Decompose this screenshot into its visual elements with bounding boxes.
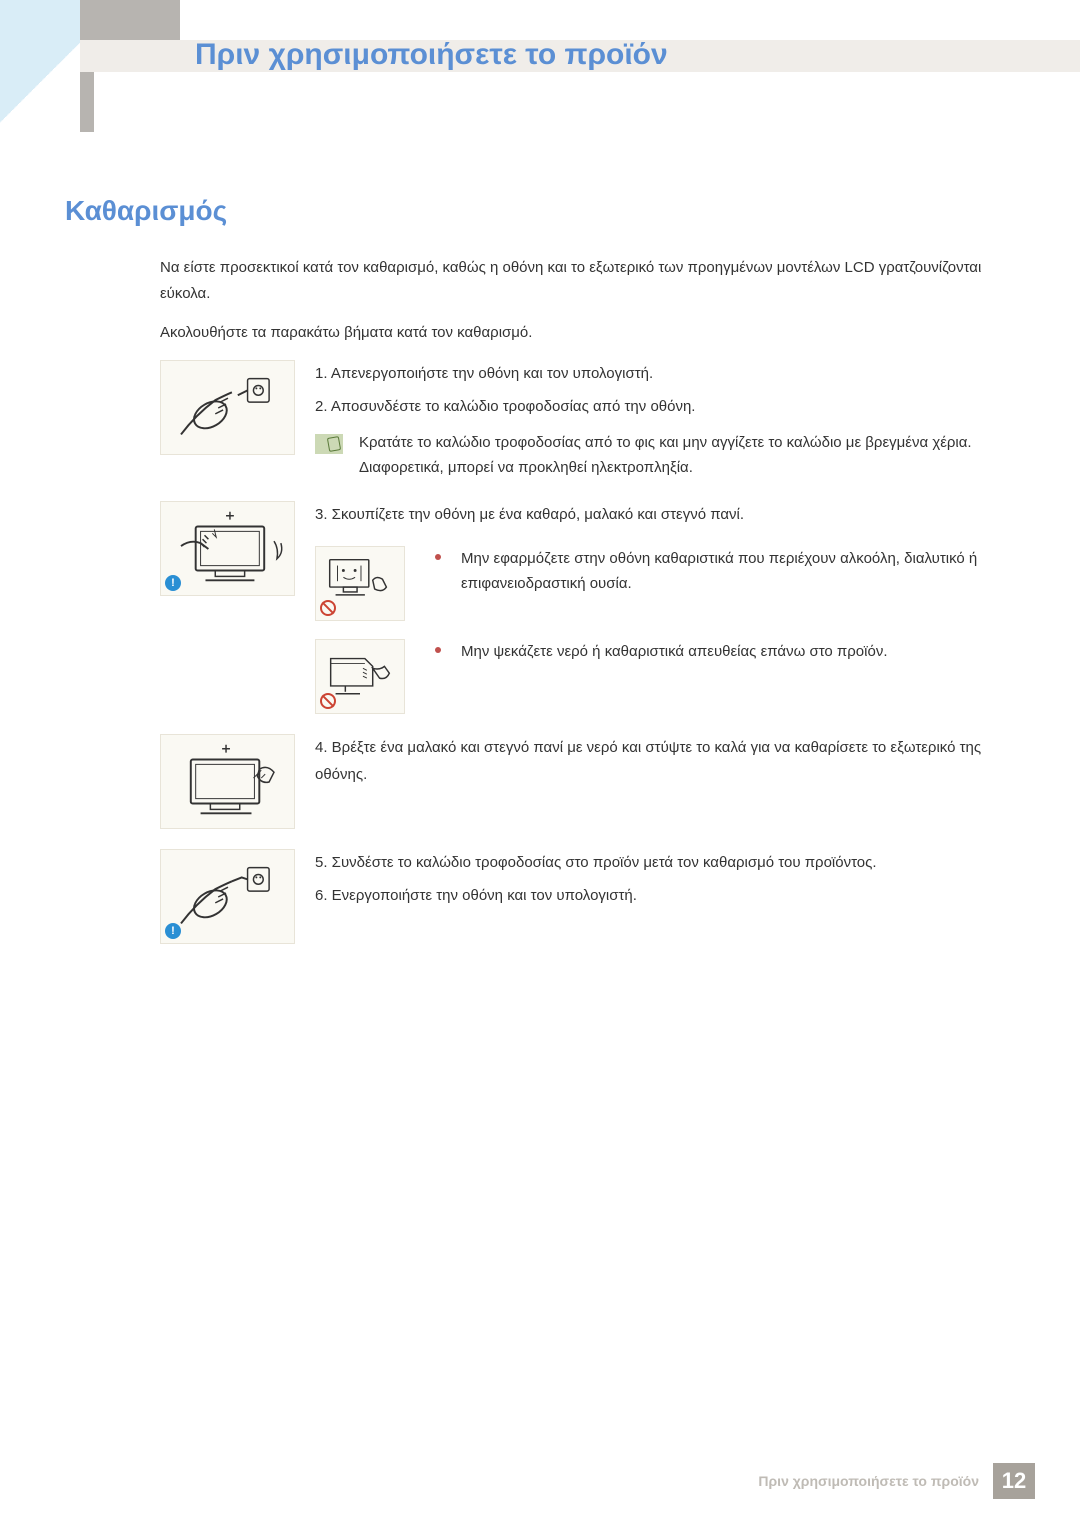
chapter-title: Πριν χρησιμοποιήσετε το προϊόν (195, 38, 668, 72)
note-text: Κρατάτε το καλώδιο τροφοδοσίας από το φι… (359, 430, 995, 481)
step-4-body: 4. Βρέξτε ένα μαλακό και στεγνό πανί με … (315, 734, 995, 829)
section-title: Καθαρισμός (65, 195, 227, 227)
illus-wipe (160, 501, 295, 596)
side-stripe (80, 72, 94, 132)
step-2-note: Κρατάτε το καλώδιο τροφοδοσίας από το φι… (315, 430, 995, 481)
illus-no-chem (315, 546, 405, 621)
illus-unplug (160, 360, 295, 455)
note-icon (315, 434, 343, 454)
bullet-icon (435, 554, 441, 560)
step-4-text: 4. Βρέξτε ένα μαλακό και στεγνό πανί με … (315, 734, 995, 788)
bullet-icon (435, 647, 441, 653)
header-tab (80, 0, 180, 40)
step-1-2: 1. Απενεργοποιήστε την οθόνη και τον υπο… (160, 360, 995, 481)
warn-3b-text: Μην ψεκάζετε νερό ή καθαριστικά απευθεία… (461, 639, 995, 665)
footer-page: 12 (1002, 1468, 1026, 1494)
step-6-text: 6. Ενεργοποιήστε την οθόνη και τον υπολο… (315, 882, 995, 909)
content: Να είστε προσεκτικοί κατά τον καθαρισμό,… (160, 255, 995, 964)
step-3-warn-a: Μην εφαρμόζετε στην οθόνη καθαριστικά πο… (315, 546, 995, 621)
step-3-warn-b: Μην ψεκάζετε νερό ή καθαριστικά απευθεία… (315, 639, 995, 714)
intro-p2: Ακολουθήστε τα παρακάτω βήματα κατά τον … (160, 320, 995, 346)
step-3-text: 3. Σκουπίζετε την οθόνη με ένα καθαρό, μ… (315, 501, 995, 528)
intro-p1: Να είστε προσεκτικοί κατά τον καθαρισμό,… (160, 255, 995, 306)
step-2-text: 2. Αποσυνδέστε το καλώδιο τροφοδοσίας απ… (315, 393, 995, 420)
footer: Πριν χρησιμοποιήσετε το προϊόν 12 (758, 1463, 1035, 1499)
step-1-2-body: 1. Απενεργοποιήστε την οθόνη και τον υπο… (315, 360, 995, 481)
illus-no-spray (315, 639, 405, 714)
step-4: 4. Βρέξτε ένα μαλακό και στεγνό πανί με … (160, 734, 995, 829)
illus-damp-cloth (160, 734, 295, 829)
step-5-6: 5. Συνδέστε το καλώδιο τροφοδοσίας στο π… (160, 849, 995, 944)
step-1-text: 1. Απενεργοποιήστε την οθόνη και τον υπο… (315, 360, 995, 387)
step-5-text: 5. Συνδέστε το καλώδιο τροφοδοσίας στο π… (315, 849, 995, 876)
info-badge-icon (165, 575, 181, 591)
footer-text: Πριν χρησιμοποιήσετε το προϊόν (758, 1473, 979, 1489)
prohibit-icon (320, 693, 336, 709)
footer-page-box: 12 (993, 1463, 1035, 1499)
step-3-body: 3. Σκουπίζετε την οθόνη με ένα καθαρό, μ… (315, 501, 995, 714)
info-badge-icon (165, 923, 181, 939)
step-3: 3. Σκουπίζετε την οθόνη με ένα καθαρό, μ… (160, 501, 995, 714)
step-5-6-body: 5. Συνδέστε το καλώδιο τροφοδοσίας στο π… (315, 849, 995, 944)
warn-3a-text: Μην εφαρμόζετε στην οθόνη καθαριστικά πο… (461, 546, 995, 597)
prohibit-icon (320, 600, 336, 616)
illus-plug (160, 849, 295, 944)
